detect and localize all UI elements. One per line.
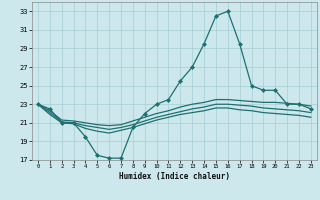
X-axis label: Humidex (Indice chaleur): Humidex (Indice chaleur) [119, 172, 230, 181]
